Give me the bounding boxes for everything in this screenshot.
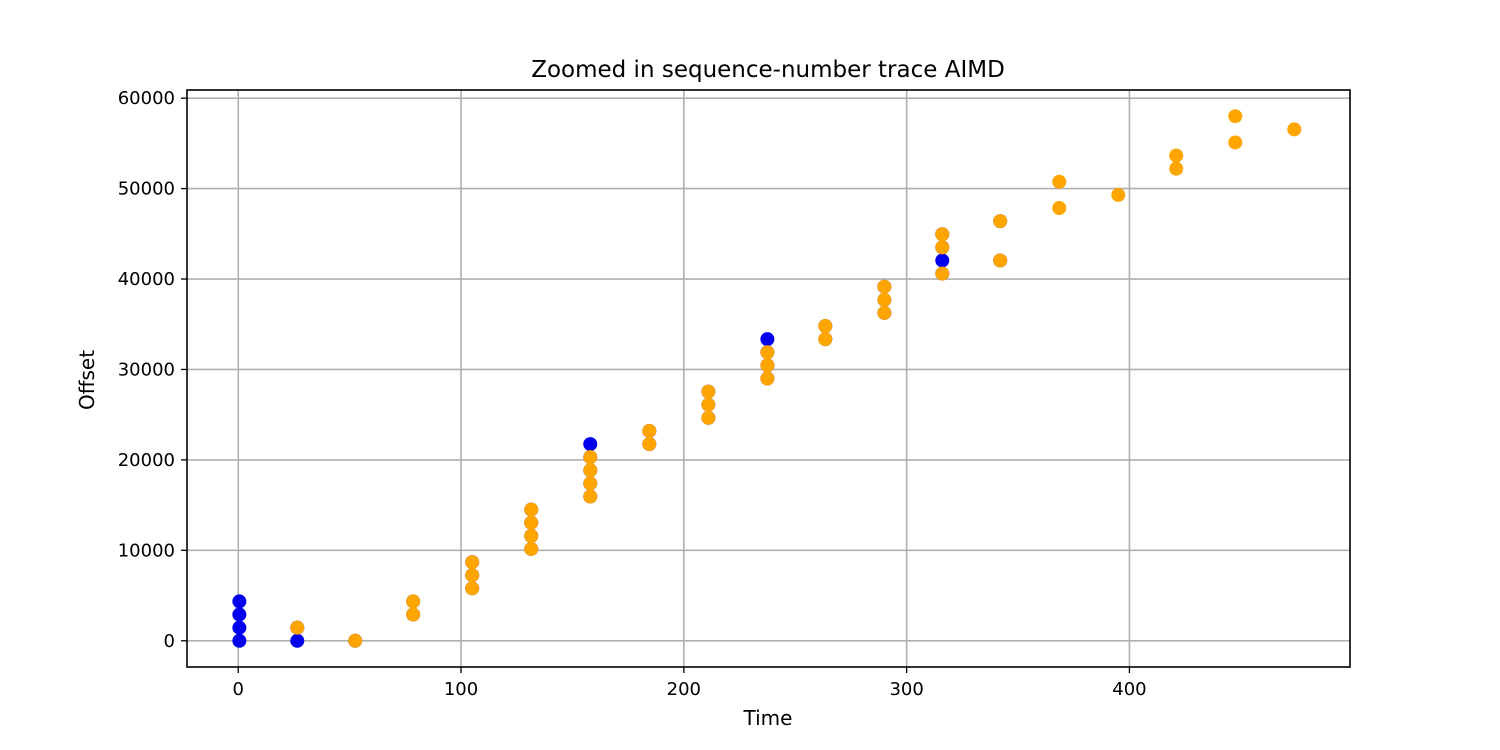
x-axis-label: Time	[743, 706, 793, 730]
data-point	[701, 397, 716, 412]
data-point	[1169, 148, 1184, 163]
data-point	[406, 594, 421, 609]
data-point	[1052, 174, 1067, 189]
data-point	[760, 345, 775, 360]
data-point	[877, 305, 892, 320]
y-tick-label: 0	[164, 631, 175, 652]
data-point	[465, 581, 480, 596]
y-tick-label: 50000	[118, 179, 175, 200]
data-point	[232, 607, 247, 622]
data-point	[524, 541, 539, 556]
data-point	[583, 437, 598, 452]
data-point	[701, 410, 716, 425]
data-point	[290, 620, 305, 635]
data-point	[583, 489, 598, 504]
data-point	[348, 633, 363, 648]
data-point	[232, 620, 247, 635]
data-point	[993, 253, 1008, 268]
data-points	[232, 109, 1302, 648]
data-point	[465, 568, 480, 583]
data-point	[1111, 187, 1126, 202]
data-point	[935, 253, 950, 268]
data-point	[877, 292, 892, 307]
data-point	[993, 214, 1008, 229]
y-tick-label: 40000	[118, 269, 175, 290]
data-point	[1052, 201, 1067, 216]
y-tick-label: 20000	[118, 450, 175, 471]
data-point	[524, 502, 539, 517]
x-tick-label: 200	[667, 679, 701, 700]
x-tick-label: 100	[444, 679, 478, 700]
data-point	[818, 319, 833, 334]
data-point	[760, 371, 775, 386]
y-axis-label: Offset	[75, 350, 99, 410]
y-tick-label: 30000	[118, 359, 175, 380]
data-point	[524, 515, 539, 530]
chart-title: Zoomed in sequence-number trace AIMD	[531, 57, 1005, 83]
data-point	[701, 384, 716, 399]
data-point	[583, 450, 598, 465]
data-point	[583, 463, 598, 478]
data-point	[232, 594, 247, 609]
data-point	[877, 279, 892, 294]
data-point	[642, 423, 657, 438]
data-point	[935, 240, 950, 255]
data-point	[1169, 161, 1184, 176]
x-tick-label: 400	[1112, 679, 1146, 700]
x-tick-label: 0	[233, 679, 244, 700]
data-point	[232, 633, 247, 648]
y-tick-label: 60000	[118, 88, 175, 109]
data-point	[760, 358, 775, 373]
data-point	[524, 528, 539, 543]
data-point	[935, 227, 950, 242]
data-point	[642, 437, 657, 452]
data-point	[760, 332, 775, 347]
data-point	[290, 633, 305, 648]
data-point	[1287, 122, 1302, 137]
data-point	[935, 266, 950, 281]
data-point	[583, 476, 598, 491]
x-tick-label: 300	[889, 679, 923, 700]
series-2	[290, 109, 1302, 648]
axis-ticks: 0 100 200 300 400 0 10000 20000 30000 40000 50000 6…	[118, 88, 1147, 700]
data-point	[465, 555, 480, 570]
data-point	[1228, 135, 1243, 150]
data-point	[406, 607, 421, 622]
plot-frame	[186, 89, 1351, 668]
data-point	[818, 332, 833, 347]
data-point	[1228, 109, 1243, 124]
y-tick-label: 10000	[118, 540, 175, 561]
